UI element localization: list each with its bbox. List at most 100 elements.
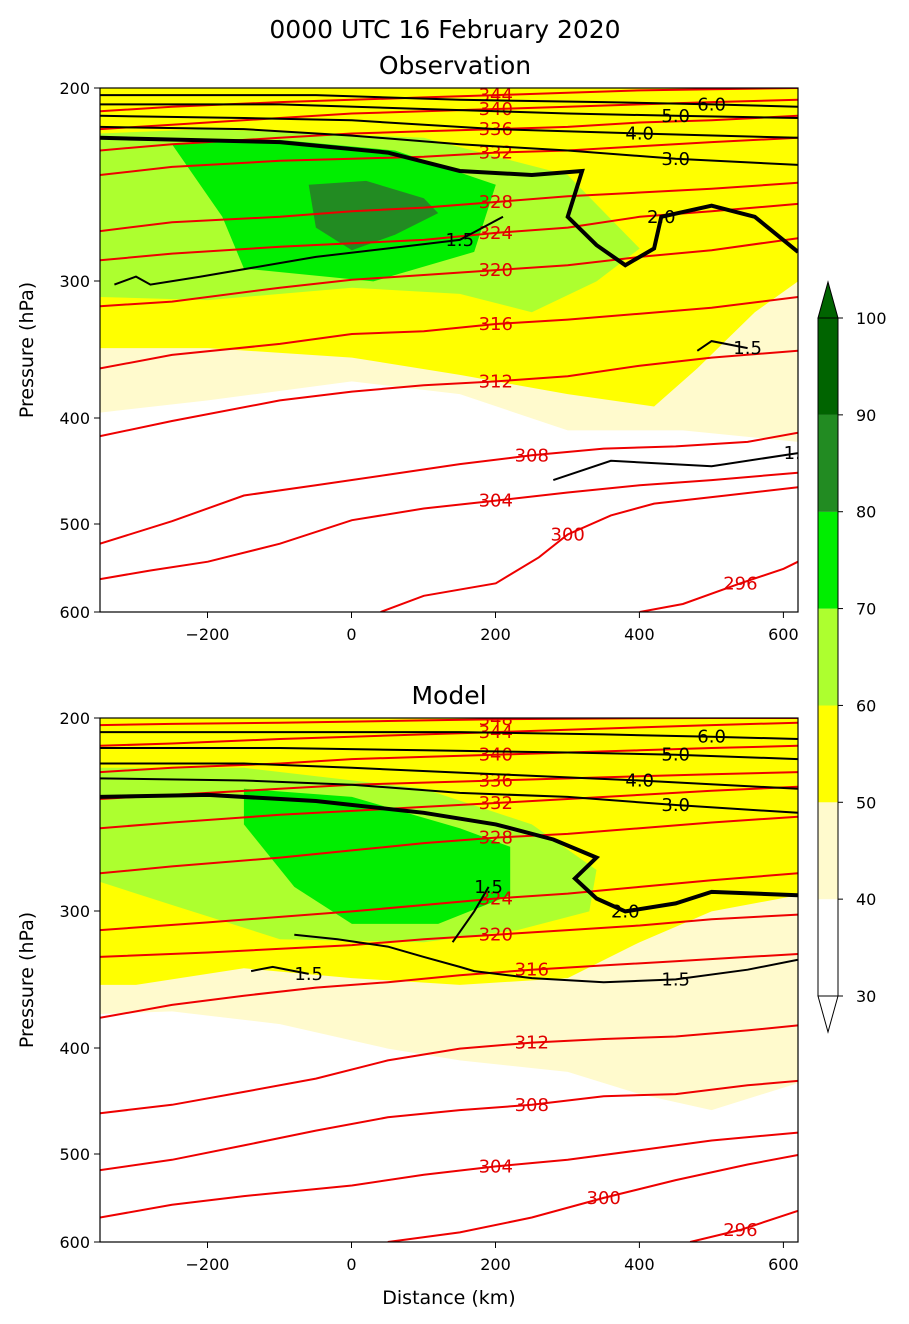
observation-pv-contours: 1.5 1.5 1.5 2.0 3.0 4.0 5.0 6.0 (100, 94, 798, 482)
colorbar-tick: 50 (838, 793, 876, 812)
theta-label: 300 (551, 525, 585, 546)
pv-label: 5.0 (661, 745, 690, 766)
theta-label: 316 (515, 960, 549, 981)
theta-label: 328 (479, 828, 513, 849)
theta-contour-316 (100, 953, 798, 1019)
theta-contour-328 (100, 815, 798, 875)
svg-text:−200: −200 (186, 1255, 230, 1274)
rh-region-80-90 (308, 180, 439, 251)
theta-contour-308 (100, 431, 798, 545)
pv-contour-2 (100, 135, 798, 268)
theta-label: 320 (479, 925, 513, 946)
svg-text:400: 400 (59, 409, 90, 428)
colorbar-tick: 60 (838, 696, 876, 715)
pv-label: 3.0 (661, 149, 690, 170)
theta-label: 308 (515, 1095, 549, 1116)
svg-text:60: 60 (856, 696, 876, 715)
pv-contour-2 (100, 792, 798, 914)
theta-label: 300 (587, 1188, 621, 1209)
colorbar-extend-high (817, 280, 839, 319)
theta-contour-328 (100, 181, 798, 233)
observation-ticks: −200 0 200 400 600 200 (59, 79, 798, 644)
x-tick-observation: 600 (768, 612, 799, 644)
x-tick-observation: −200 (186, 612, 230, 644)
colorbar-segment (818, 608, 838, 706)
svg-text:400: 400 (59, 1039, 90, 1058)
theta-label: 336 (479, 771, 513, 792)
svg-text:100: 100 (856, 309, 887, 328)
theta-contour-320 (100, 913, 798, 958)
theta-label: 312 (515, 1033, 549, 1054)
observation-plot-area: 296300304308312316320324328332336340344 … (100, 88, 798, 612)
pv-contour-1.5 (114, 215, 504, 286)
theta-label: 348 (479, 709, 513, 730)
theta-contour-336 (100, 771, 798, 800)
svg-text:400: 400 (624, 625, 655, 644)
observation-panel: Observation Pressure (hPa) 296 300 304 308 3… (16, 51, 799, 644)
colorbar-segment (818, 899, 838, 996)
observation-rh-fill (100, 88, 798, 442)
y-tick-model: 200 (59, 709, 100, 728)
x-tick-observation: 400 (624, 612, 655, 644)
colorbar-segment (818, 705, 838, 803)
svg-text:50: 50 (856, 793, 876, 812)
svg-text:200: 200 (480, 625, 511, 644)
colorbar-segment (818, 318, 838, 415)
colorbar-frame (817, 317, 839, 997)
theta-label: 308 (515, 445, 549, 466)
svg-text:600: 600 (768, 1255, 799, 1274)
svg-text:−200: −200 (186, 625, 230, 644)
theta-label: 304 (479, 491, 513, 512)
model-pv-contours: 1.5 1.5 1.5 2.0 3.0 4.0 5.0 6.0 (100, 727, 798, 990)
theta-contour-300 (387, 1154, 798, 1242)
panel-title-model: Model (411, 681, 486, 710)
theta-label: 332 (479, 793, 513, 814)
x-tick-model: 200 (480, 1242, 511, 1274)
pv-contour-5 (100, 103, 798, 119)
theta-contour-296 (689, 1209, 798, 1242)
colorbar-segment (818, 511, 838, 609)
pv-contour-6 (100, 731, 798, 740)
y-tick-observation: 200 (59, 79, 100, 98)
pv-contour-1.5 (696, 340, 748, 352)
pv-label: 5.0 (661, 106, 690, 127)
rh-region-70-80 (243, 788, 511, 924)
theta-contour-340 (100, 744, 798, 774)
svg-text:500: 500 (59, 515, 90, 534)
pv-label: 1.5 (661, 969, 690, 990)
svg-text:300: 300 (59, 272, 90, 291)
y-tick-observation: 400 (59, 409, 100, 428)
svg-text:90: 90 (856, 406, 876, 425)
pv-label: 6.0 (697, 94, 726, 115)
colorbar-tick: 90 (838, 406, 876, 425)
theta-label: 340 (479, 99, 513, 120)
pv-contour-3 (100, 777, 798, 814)
pv-label: 4.0 (625, 771, 654, 792)
model-ticks: −200 0 200 400 600 200 (59, 709, 798, 1274)
theta-label: 304 (479, 1156, 513, 1177)
theta-contour-312 (100, 349, 798, 438)
theta-contour-304 (100, 1131, 798, 1219)
svg-text:400: 400 (624, 1255, 655, 1274)
svg-text:200: 200 (59, 79, 90, 98)
pv-contour-3 (100, 125, 798, 166)
model-panel: Model Pressure (hPa) Distance (km) 296 30… (16, 681, 799, 1309)
theta-contour-332 (100, 136, 798, 176)
x-tick-observation: 200 (480, 612, 511, 644)
x-tick-observation: 0 (346, 612, 357, 644)
colorbar-tick: 40 (838, 890, 876, 909)
svg-text:0: 0 (346, 625, 356, 644)
colorbar-tick: 80 (838, 503, 876, 522)
y-axis-label-model: Pressure (hPa) (16, 912, 38, 1048)
theta-contour-332 (100, 785, 798, 830)
svg-text:70: 70 (856, 600, 876, 619)
pv-contour-1.5 (250, 965, 309, 975)
theta-contour-320 (100, 237, 798, 308)
theta-contour-312 (100, 1024, 798, 1115)
pv-label: 3.0 (661, 795, 690, 816)
pv-contour-1.5 (294, 933, 798, 984)
svg-text:40: 40 (856, 890, 876, 909)
svg-text:200: 200 (480, 1255, 511, 1274)
y-axis-label-observation: Pressure (hPa) (16, 282, 38, 418)
